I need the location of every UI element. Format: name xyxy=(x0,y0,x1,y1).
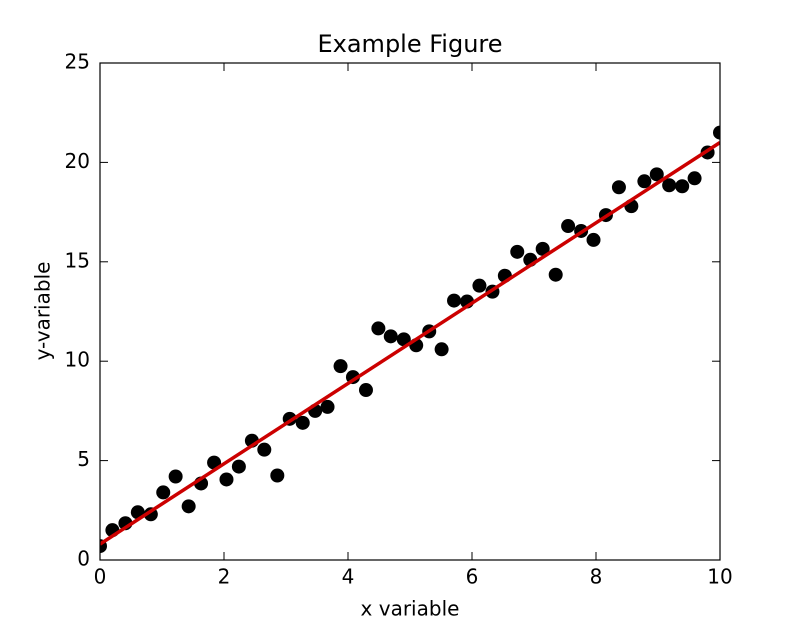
scatter-point xyxy=(358,383,373,398)
scatter-point xyxy=(181,499,196,514)
scatter-point xyxy=(320,399,335,414)
scatter-point xyxy=(295,415,310,430)
scatter-point xyxy=(396,332,411,347)
scatter-point xyxy=(472,278,487,293)
scatter-point xyxy=(535,241,550,256)
scatter-point xyxy=(510,244,525,259)
scatter-point xyxy=(447,293,462,308)
y-tick-label: 15 xyxy=(65,248,90,272)
x-axis-label: x variable xyxy=(361,597,460,621)
scatter-point xyxy=(649,167,664,182)
scatter-point xyxy=(168,469,183,484)
y-tick-label: 25 xyxy=(65,50,90,74)
scatter-point xyxy=(687,171,702,186)
x-tick-label: 0 xyxy=(94,565,107,589)
scatter-point xyxy=(713,125,720,140)
fit-line xyxy=(100,141,720,546)
y-tick-label: 0 xyxy=(77,547,90,571)
scatter-point xyxy=(270,468,285,483)
scatter-point xyxy=(611,180,626,195)
scatter-point xyxy=(548,267,563,282)
y-tick-label: 5 xyxy=(77,447,90,471)
scatter-point xyxy=(434,342,449,357)
plot-frame xyxy=(99,62,721,561)
scatter-point xyxy=(219,472,234,487)
y-axis-label: y-variable xyxy=(31,262,55,361)
y-tick-label: 10 xyxy=(65,348,90,372)
x-tick-label: 10 xyxy=(707,565,732,589)
chart-title: Example Figure xyxy=(317,30,502,58)
scatter-point xyxy=(675,179,690,194)
x-tick-label: 4 xyxy=(342,565,355,589)
scatter-point xyxy=(156,485,171,500)
scatter-point xyxy=(371,321,386,336)
scatter-point xyxy=(637,174,652,189)
scatter-point xyxy=(257,442,272,457)
scatter-point xyxy=(586,232,601,247)
scatter-point xyxy=(561,219,576,234)
scatter-point xyxy=(333,359,348,374)
scatter-point xyxy=(383,329,398,344)
y-tick-label: 20 xyxy=(65,149,90,173)
x-tick-label: 2 xyxy=(218,565,231,589)
x-tick-label: 8 xyxy=(590,565,603,589)
x-tick-label: 6 xyxy=(466,565,479,589)
scatter-point xyxy=(662,178,677,193)
scatter-point xyxy=(231,459,246,474)
